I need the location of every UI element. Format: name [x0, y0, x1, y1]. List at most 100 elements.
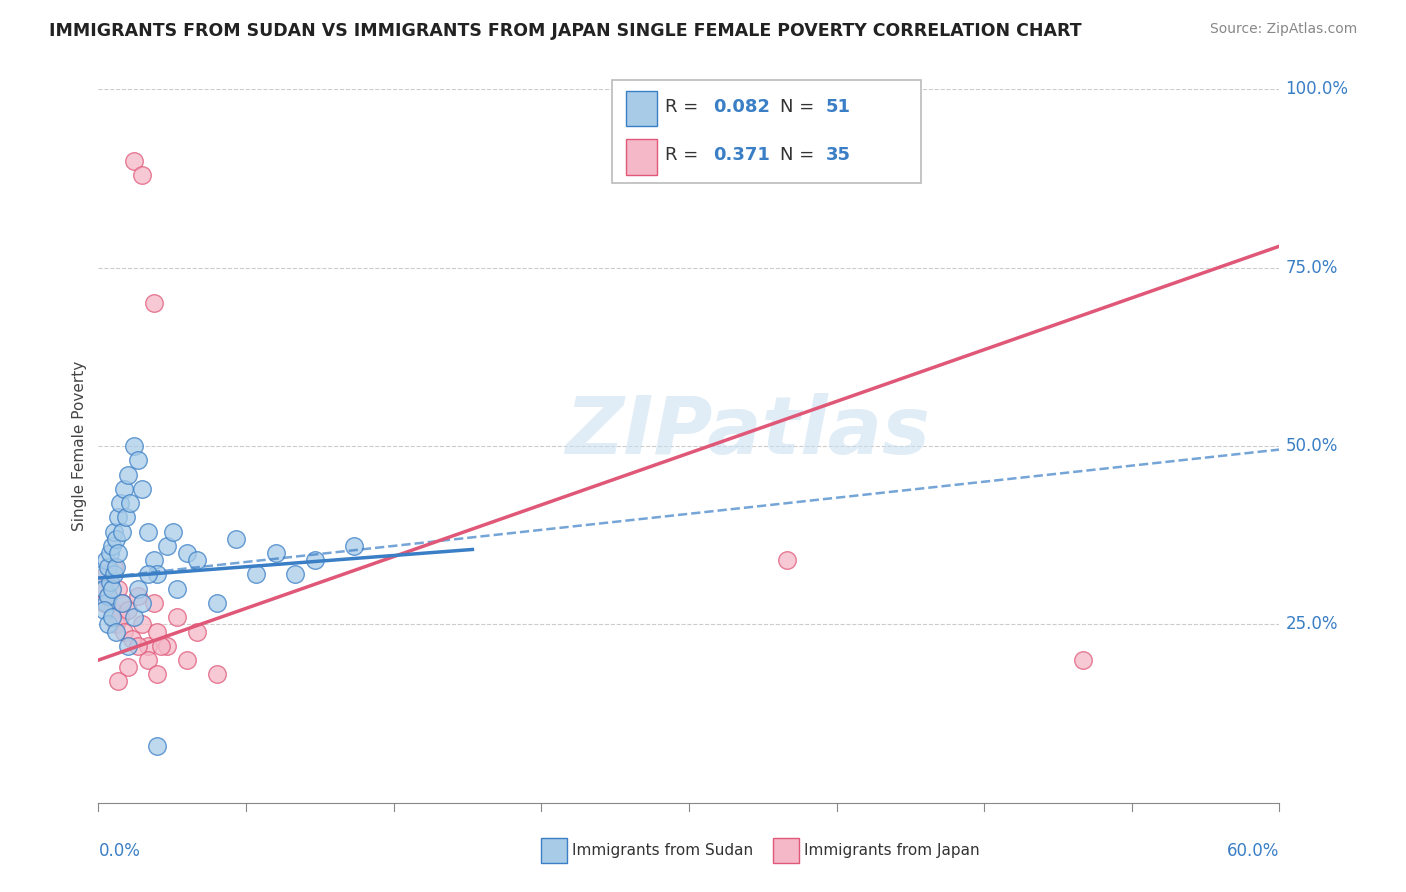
Point [176, 546, 198, 560]
Text: 75.0%: 75.0% [1285, 259, 1337, 277]
Point [122, 610, 145, 624]
Text: R =: R = [665, 98, 704, 116]
Point [146, 567, 169, 582]
Point [108, 496, 131, 510]
Point [131, 482, 153, 496]
Text: 25.0%: 25.0% [1285, 615, 1339, 633]
Point [103, 567, 125, 582]
Point [111, 596, 134, 610]
Point [131, 596, 153, 610]
Point [776, 553, 799, 567]
Point [122, 153, 145, 168]
Point [105, 560, 128, 574]
Point [96, 553, 118, 567]
Point [1071, 653, 1094, 667]
Point [111, 596, 134, 610]
Point [103, 524, 125, 539]
Point [96, 567, 118, 582]
Text: Immigrants from Japan: Immigrants from Japan [804, 844, 980, 858]
Text: ZIPatlas: ZIPatlas [565, 392, 931, 471]
Point [131, 168, 153, 182]
Point [98, 574, 121, 589]
Text: 0.082: 0.082 [713, 98, 770, 116]
Point [93, 596, 115, 610]
Point [117, 639, 139, 653]
Point [93, 582, 115, 596]
Point [107, 582, 129, 596]
Point [156, 539, 179, 553]
Point [146, 624, 169, 639]
Text: 51: 51 [825, 98, 851, 116]
Point [284, 567, 307, 582]
Point [166, 582, 188, 596]
Point [146, 667, 169, 681]
Point [205, 667, 228, 681]
Text: Source: ZipAtlas.com: Source: ZipAtlas.com [1209, 22, 1357, 37]
Point [225, 532, 247, 546]
Text: 100.0%: 100.0% [1285, 80, 1348, 98]
Text: 0.371: 0.371 [713, 146, 769, 164]
Point [98, 574, 121, 589]
Point [117, 467, 139, 482]
Point [264, 546, 287, 560]
Text: N =: N = [780, 98, 820, 116]
Text: R =: R = [665, 146, 704, 164]
Text: 35: 35 [825, 146, 851, 164]
Point [107, 674, 129, 689]
Point [107, 510, 129, 524]
Point [101, 582, 124, 596]
Point [115, 510, 138, 524]
Point [105, 624, 128, 639]
Point [121, 632, 143, 646]
Point [112, 624, 135, 639]
Point [103, 560, 125, 574]
Point [117, 603, 139, 617]
Point [304, 553, 326, 567]
Point [108, 610, 131, 624]
Point [205, 596, 228, 610]
Point [245, 567, 267, 582]
Point [96, 596, 118, 610]
Point [166, 610, 188, 624]
Point [127, 639, 149, 653]
Point [107, 546, 129, 560]
Point [343, 539, 366, 553]
Point [150, 639, 173, 653]
Point [117, 660, 139, 674]
Point [91, 567, 114, 582]
Point [105, 617, 128, 632]
Point [136, 639, 159, 653]
Point [97, 560, 120, 574]
Point [176, 653, 198, 667]
Point [156, 639, 179, 653]
Text: IMMIGRANTS FROM SUDAN VS IMMIGRANTS FROM JAPAN SINGLE FEMALE POVERTY CORRELATION: IMMIGRANTS FROM SUDAN VS IMMIGRANTS FROM… [49, 22, 1081, 40]
Text: 50.0%: 50.0% [1285, 437, 1337, 455]
Y-axis label: Single Female Poverty: Single Female Poverty [72, 361, 87, 531]
Point [142, 296, 165, 310]
Point [162, 524, 184, 539]
Point [136, 524, 159, 539]
Point [97, 617, 120, 632]
Point [112, 482, 135, 496]
Point [97, 589, 120, 603]
Point [101, 603, 124, 617]
Point [136, 653, 159, 667]
Point [105, 532, 128, 546]
Point [127, 589, 149, 603]
Point [142, 553, 165, 567]
Text: N =: N = [780, 146, 820, 164]
Point [91, 582, 114, 596]
Point [97, 589, 120, 603]
Point [118, 496, 141, 510]
Point [101, 539, 124, 553]
Point [127, 453, 149, 467]
Point [93, 603, 115, 617]
Point [127, 582, 149, 596]
Point [142, 596, 165, 610]
Point [186, 624, 208, 639]
Point [146, 739, 169, 753]
Point [186, 553, 208, 567]
Point [101, 610, 124, 624]
Text: Immigrants from Sudan: Immigrants from Sudan [572, 844, 754, 858]
Point [136, 567, 159, 582]
